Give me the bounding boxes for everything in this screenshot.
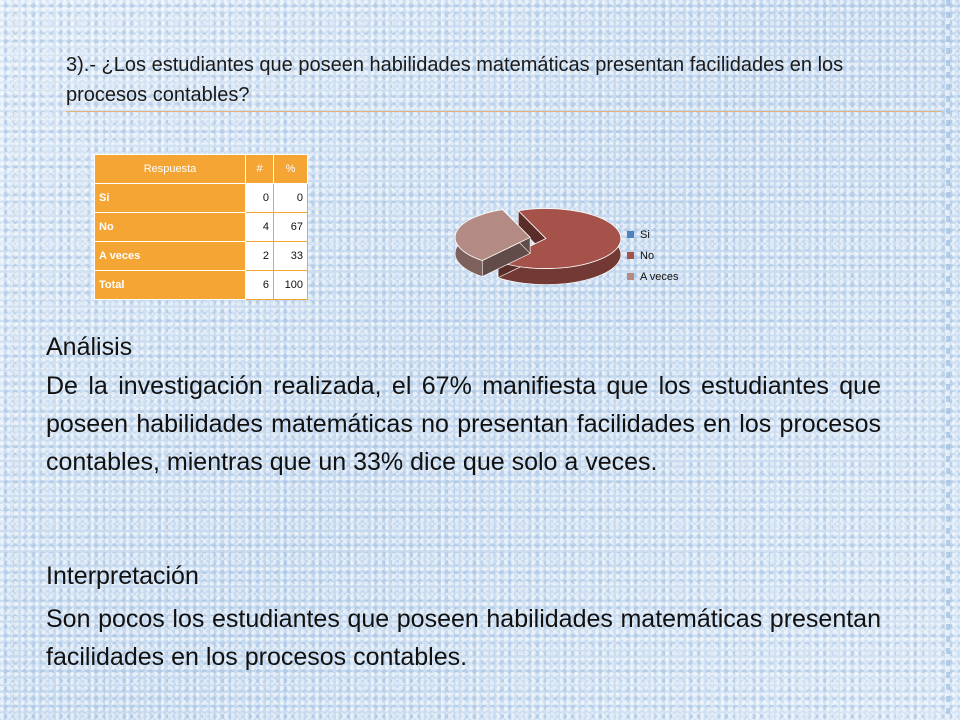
row-label: Total	[94, 270, 246, 300]
row-label: No	[94, 212, 246, 242]
row-count: 4	[245, 212, 274, 242]
interpretation-text: Son pocos los estudiantes que poseen hab…	[46, 605, 881, 671]
legend-item: A veces	[627, 266, 679, 287]
legend-item: Si	[627, 224, 679, 245]
legend-swatch	[627, 273, 634, 280]
table-row: A veces 2 33	[94, 241, 308, 271]
pie-chart	[440, 190, 740, 320]
analysis-text: De la investigación realizada, el 67% ma…	[46, 372, 881, 476]
row-percent: 33	[273, 241, 308, 271]
title-divider	[66, 111, 941, 112]
decorative-border	[946, 0, 950, 720]
header-percent: %	[273, 154, 308, 184]
legend-label: A veces	[640, 270, 679, 283]
header-respuesta: Respuesta	[94, 154, 246, 184]
row-percent: 0	[273, 183, 308, 213]
chart-legend: Si No A veces	[627, 224, 679, 287]
pie-chart-svg	[454, 208, 622, 285]
row-percent: 100	[273, 270, 308, 300]
table-row: No 4 67	[94, 212, 308, 242]
legend-item: No	[627, 245, 679, 266]
analysis-heading: Análisis	[46, 333, 133, 361]
legend-swatch	[627, 231, 634, 238]
row-percent: 67	[273, 212, 308, 242]
pie-slice-a-veces	[454, 209, 531, 261]
question-title: 3).- ¿Los estudiantes que poseen habilid…	[66, 54, 844, 106]
row-label: A veces	[94, 241, 246, 271]
legend-label: Si	[640, 228, 650, 241]
row-count: 0	[245, 183, 274, 213]
table-header-row: Respuesta # %	[94, 154, 308, 184]
interpretation-heading: Interpretación	[46, 562, 199, 590]
row-count: 2	[245, 241, 274, 271]
table-row: Si 0 0	[94, 183, 308, 213]
table-row-total: Total 6 100	[94, 270, 308, 300]
header-count: #	[245, 154, 274, 184]
row-label: Si	[94, 183, 246, 213]
results-table: Respuesta # % Si 0 0 No 4 67 A veces 2 3…	[94, 154, 308, 300]
legend-label: No	[640, 249, 655, 262]
legend-swatch	[627, 252, 634, 259]
row-count: 6	[245, 270, 274, 300]
